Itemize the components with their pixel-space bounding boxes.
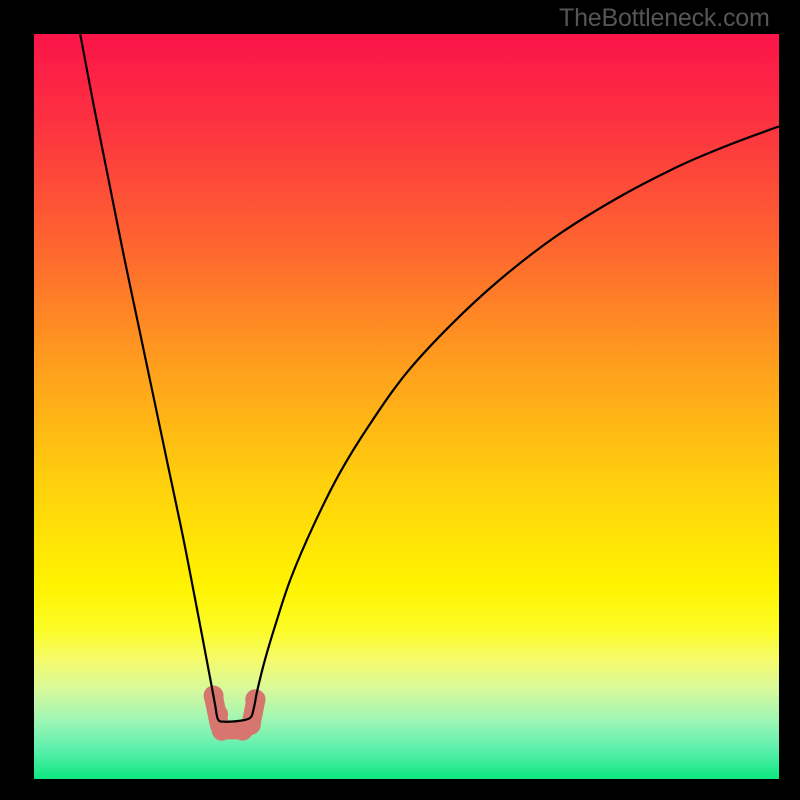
bottleneck-curve (80, 34, 779, 722)
watermark-text: TheBottleneck.com (559, 4, 770, 33)
bottleneck-mark-dot (212, 721, 232, 741)
chart-overlay-svg (0, 0, 800, 800)
